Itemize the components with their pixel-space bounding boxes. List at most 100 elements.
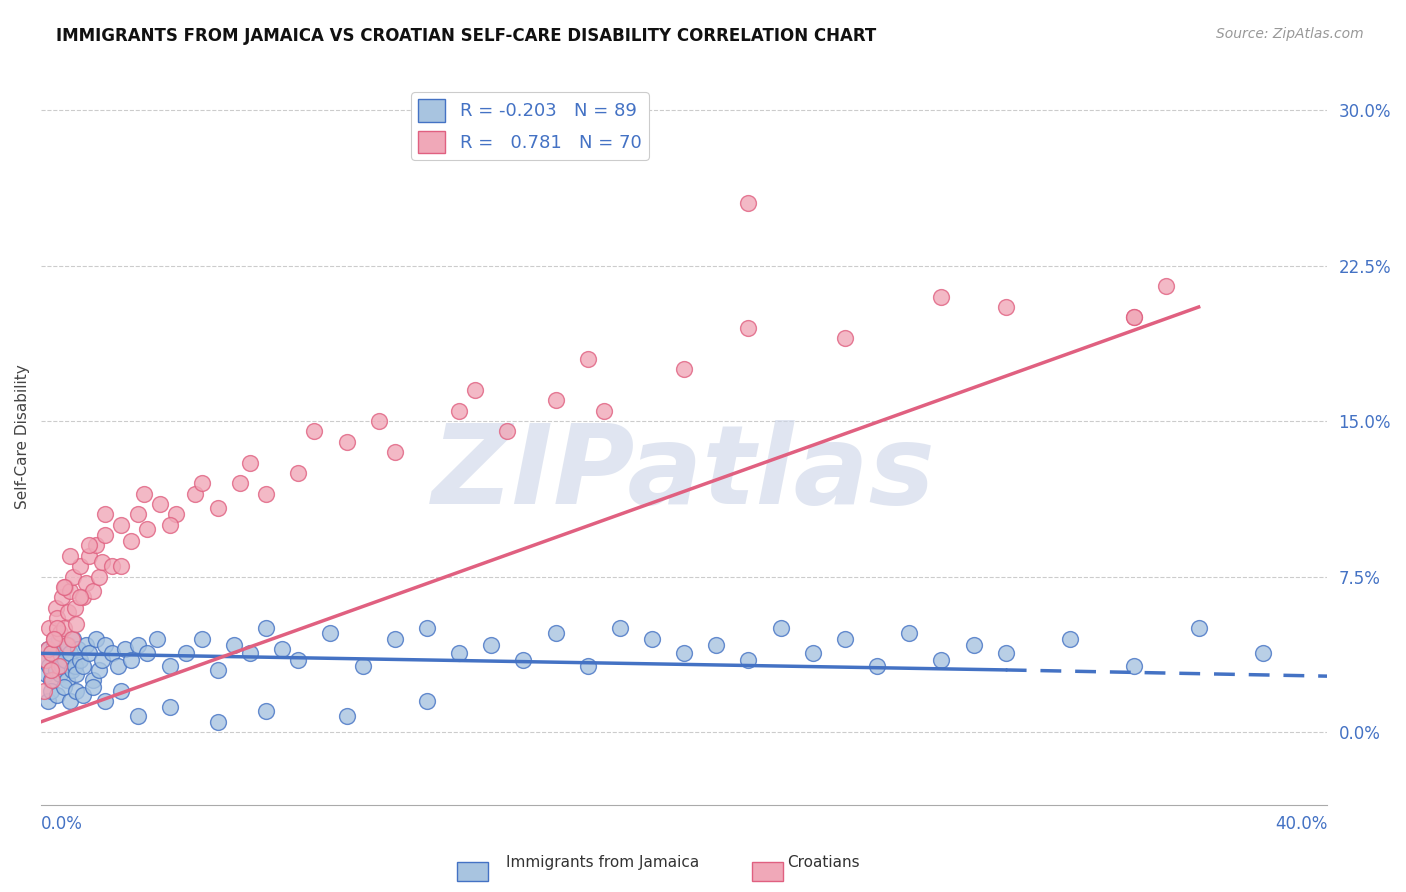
Point — [51, 591, 73, 605]
Point — [59, 694, 82, 708]
Point — [110, 559, 132, 574]
Text: Source: ZipAtlas.com: Source: ZipAtlas.com — [1216, 27, 1364, 41]
Point — [449, 403, 471, 417]
Point — [254, 705, 277, 719]
Point — [58, 605, 80, 619]
Point — [239, 646, 262, 660]
Point — [42, 638, 65, 652]
Point — [82, 584, 104, 599]
Point — [84, 632, 107, 646]
Point — [48, 632, 70, 646]
Point — [41, 673, 63, 688]
Point — [69, 652, 91, 666]
Point — [84, 539, 107, 553]
Point — [159, 700, 181, 714]
Point — [87, 663, 110, 677]
Point — [962, 638, 984, 652]
Point — [69, 591, 91, 605]
Point — [34, 652, 56, 666]
Point — [287, 652, 309, 666]
Point — [42, 632, 65, 646]
Point — [120, 534, 142, 549]
Point — [45, 600, 67, 615]
Point — [101, 559, 124, 574]
Point — [592, 403, 614, 417]
Point — [120, 652, 142, 666]
Point — [35, 667, 58, 681]
Point — [42, 632, 65, 646]
Point — [866, 658, 889, 673]
Point — [136, 522, 159, 536]
Point — [136, 646, 159, 660]
Point — [287, 466, 309, 480]
Point — [82, 680, 104, 694]
Point — [673, 646, 696, 660]
Point — [38, 658, 60, 673]
Point — [79, 539, 101, 553]
Text: 40.0%: 40.0% — [1275, 815, 1327, 833]
Point — [107, 658, 129, 673]
Point — [52, 642, 75, 657]
Point — [41, 646, 63, 660]
Point — [127, 708, 149, 723]
Point — [416, 622, 439, 636]
Point — [48, 658, 70, 673]
Point — [931, 290, 953, 304]
Point — [239, 456, 262, 470]
Point — [46, 652, 69, 666]
Point — [184, 486, 207, 500]
Point — [146, 632, 169, 646]
Point — [65, 667, 87, 681]
Point — [69, 559, 91, 574]
Point — [496, 425, 519, 439]
Y-axis label: Self-Care Disability: Self-Care Disability — [15, 364, 30, 509]
Point — [222, 638, 245, 652]
Point — [35, 652, 58, 666]
Point — [801, 646, 824, 660]
Point — [51, 658, 73, 673]
Point — [60, 663, 83, 677]
Point — [512, 652, 534, 666]
Point — [1251, 646, 1274, 660]
Point — [49, 625, 72, 640]
Point — [49, 667, 72, 681]
Point — [79, 549, 101, 563]
Point — [94, 508, 117, 522]
Text: IMMIGRANTS FROM JAMAICA VS CROATIAN SELF-CARE DISABILITY CORRELATION CHART: IMMIGRANTS FROM JAMAICA VS CROATIAN SELF… — [56, 27, 876, 45]
Point — [191, 476, 214, 491]
Point — [544, 625, 567, 640]
Point — [1188, 622, 1211, 636]
Point — [254, 622, 277, 636]
Text: Croatians: Croatians — [787, 855, 860, 870]
Point — [367, 414, 389, 428]
Point — [72, 688, 94, 702]
Point — [994, 646, 1017, 660]
Point — [994, 300, 1017, 314]
Point — [59, 646, 82, 660]
Point — [52, 580, 75, 594]
Point — [72, 591, 94, 605]
Point — [609, 622, 631, 636]
Point — [1123, 310, 1146, 325]
Point — [62, 632, 84, 646]
Point — [1123, 310, 1146, 325]
Point — [52, 680, 75, 694]
Point — [59, 549, 82, 563]
Point — [101, 646, 124, 660]
Text: Immigrants from Jamaica: Immigrants from Jamaica — [506, 855, 699, 870]
Point — [94, 694, 117, 708]
Point — [114, 642, 136, 657]
Point — [34, 683, 56, 698]
Point — [191, 632, 214, 646]
Point — [1059, 632, 1081, 646]
Point — [63, 600, 86, 615]
Point — [159, 658, 181, 673]
Point — [737, 196, 759, 211]
Point — [38, 622, 60, 636]
Point — [46, 622, 69, 636]
Point — [37, 642, 59, 657]
Point — [58, 638, 80, 652]
Point — [91, 555, 114, 569]
Point — [46, 611, 69, 625]
Point — [207, 714, 229, 729]
